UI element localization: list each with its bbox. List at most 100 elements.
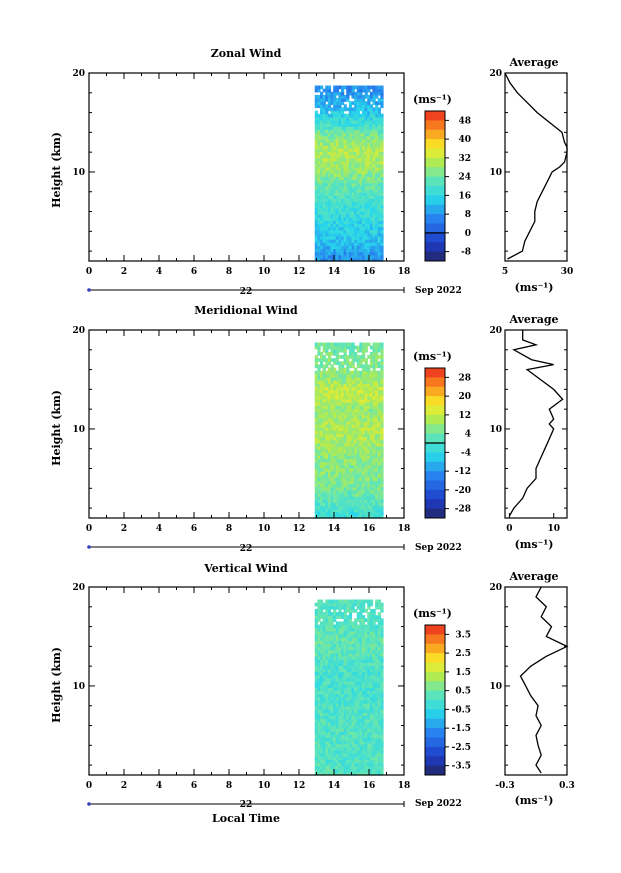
vertical-cell xyxy=(327,693,332,698)
zonal-cell xyxy=(346,154,350,159)
vertical-cell xyxy=(380,721,384,726)
vertical-cell xyxy=(364,740,368,745)
meridional-cell xyxy=(367,499,371,503)
zonal-cell xyxy=(317,210,321,215)
vertical-cell xyxy=(320,671,324,676)
vertical-cell xyxy=(335,599,339,604)
meridional-cell xyxy=(351,489,355,494)
zonal-cell xyxy=(375,217,379,221)
zonal-cell xyxy=(327,229,332,234)
zonal-cell xyxy=(335,235,339,240)
vertical-cell xyxy=(327,715,332,720)
zonal-cell xyxy=(335,138,339,143)
meridional-cell xyxy=(333,392,337,397)
meridional-cell xyxy=(359,471,363,475)
vertical-cell xyxy=(341,615,345,619)
zonal-cell xyxy=(348,232,353,237)
zonal-cell xyxy=(327,257,332,262)
meridional-cell xyxy=(325,452,329,456)
vertical-cell xyxy=(367,624,371,629)
zonal-cell xyxy=(343,151,347,156)
zonal-cell xyxy=(375,254,379,259)
zonal-cell xyxy=(341,239,345,243)
zonal-cell xyxy=(314,185,318,190)
meridional-cell xyxy=(343,417,347,422)
zonal-cell xyxy=(346,113,350,118)
vertical-cell xyxy=(354,690,358,695)
zonal-cell xyxy=(369,145,374,149)
zonal-cell xyxy=(327,148,332,152)
zonal-cell xyxy=(327,214,332,218)
meridional-cell xyxy=(320,414,324,419)
meridional-avg-frame xyxy=(504,329,568,519)
meridional-cell xyxy=(333,370,337,375)
meridional-cell xyxy=(362,355,366,359)
zonal-cell xyxy=(364,214,368,218)
zonal-cell xyxy=(335,85,339,90)
vertical-cell xyxy=(372,649,376,654)
zonal-cell xyxy=(351,188,355,193)
meridional-cell xyxy=(320,358,324,362)
vertical-cell xyxy=(364,759,368,764)
vertical-cell xyxy=(346,662,350,666)
vertical-cell xyxy=(314,743,318,748)
zonal-cell xyxy=(338,176,342,181)
vertical-cell xyxy=(375,724,379,729)
meridional-cell xyxy=(351,486,355,491)
vertical-cell xyxy=(375,756,379,760)
zonal-cell xyxy=(333,210,337,215)
zonal-cell xyxy=(354,110,358,115)
zonal-cell xyxy=(320,217,324,221)
zonal-cell xyxy=(335,126,339,130)
vertical-cell xyxy=(369,671,374,676)
meridional-cell xyxy=(338,461,342,466)
zonal-cell xyxy=(372,204,376,209)
meridional-cell xyxy=(348,514,353,519)
meridional-cell xyxy=(351,345,355,350)
vertical-cell xyxy=(369,659,374,663)
vertical-colorbar-segment xyxy=(425,756,445,767)
vertical-cell xyxy=(377,724,381,729)
zonal-cell xyxy=(325,135,329,140)
meridional-cell xyxy=(346,380,350,384)
zonal-cell xyxy=(356,248,360,253)
vertical-cell xyxy=(338,668,342,673)
vertical-cell xyxy=(362,690,366,695)
meridional-colorbar-tick-label: -4 xyxy=(461,448,471,458)
zonal-cell xyxy=(343,257,347,262)
vertical-cell xyxy=(325,734,329,738)
zonal-cell xyxy=(314,251,318,256)
meridional-cell xyxy=(367,483,371,488)
vertical-cell xyxy=(367,746,371,751)
vertical-cell xyxy=(351,652,355,657)
zonal-cell xyxy=(364,104,368,109)
zonal-cell xyxy=(341,235,345,240)
zonal-cell xyxy=(325,210,329,215)
zonal-cell xyxy=(377,242,381,246)
zonal-cell xyxy=(354,257,358,262)
meridional-cell xyxy=(341,455,345,460)
meridional-cell xyxy=(375,436,379,441)
vertical-cell xyxy=(375,646,379,651)
zonal-cell xyxy=(333,182,337,187)
vertical-cell xyxy=(356,740,360,745)
zonal-cell xyxy=(372,160,376,165)
zonal-cell xyxy=(364,185,368,190)
zonal-cell xyxy=(341,157,345,162)
meridional-cell xyxy=(372,364,376,369)
zonal-cell xyxy=(320,242,324,246)
meridional-cell xyxy=(333,442,337,447)
vertical-cell xyxy=(375,655,379,660)
meridional-colorbar-tick-label: 28 xyxy=(458,373,471,383)
meridional-cell xyxy=(325,464,329,469)
meridional-cell xyxy=(338,405,342,409)
vertical-cell xyxy=(362,762,366,767)
zonal-cell xyxy=(380,226,384,231)
zonal-cell xyxy=(377,173,381,177)
meridional-cell xyxy=(333,361,337,366)
zonal-cell xyxy=(330,204,334,209)
vertical-cell xyxy=(333,756,337,760)
vertical-cell xyxy=(372,612,376,616)
zonal-cell xyxy=(367,110,371,115)
vertical-cell xyxy=(359,712,363,717)
